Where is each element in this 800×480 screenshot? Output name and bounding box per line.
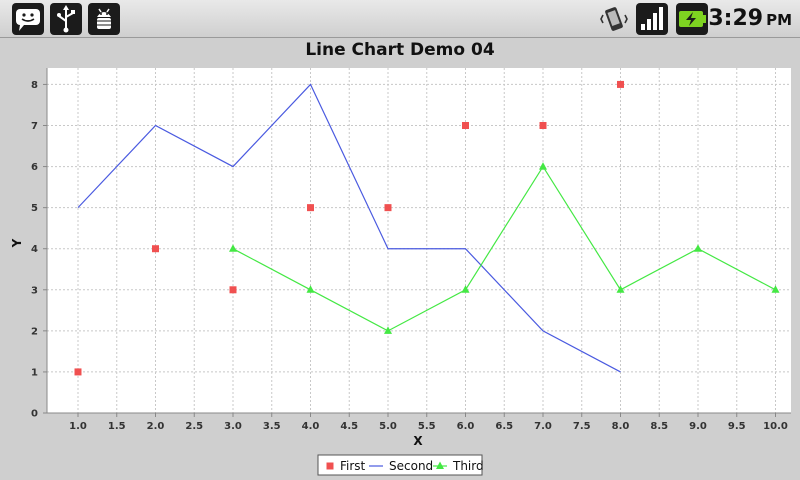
android-debug-glyph [97, 8, 111, 29]
x-tick-label: 8.0 [612, 421, 630, 432]
signal-icon [636, 3, 668, 35]
chart-panel: 1.0 1.5 2.0 2.5 3.0 3.5 4.0 4.5 5.0 5.5 6.0 6.5 7.0 7… [0, 38, 800, 480]
y-tick-label: 4 [31, 244, 38, 255]
data-point [306, 285, 315, 293]
x-tick-label: 9.0 [689, 421, 707, 432]
clock-time: 3:29 [708, 6, 764, 31]
chat-notification-icon[interactable] [12, 3, 44, 35]
x-tick-label: 1.5 [108, 421, 126, 432]
battery-charging-icon [676, 3, 708, 35]
status-bar: 3:29 PM [0, 0, 800, 38]
usb-glyph [57, 5, 75, 33]
data-point [462, 122, 469, 129]
plot-background [47, 68, 791, 413]
vibrate-glyph [600, 7, 628, 31]
legend-label: First [340, 459, 366, 473]
line-chart: 1.0 1.5 2.0 2.5 3.0 3.5 4.0 4.5 5.0 5.5 6.0 6.5 7.0 7… [10, 40, 791, 476]
legend-item-second: Second [369, 459, 433, 473]
legend: First Second Third [317, 454, 484, 476]
x-tick-label: 10.0 [763, 421, 788, 432]
y-tick-label: 2 [31, 326, 38, 337]
clock-ampm: PM [766, 11, 792, 29]
x-tick-label: 1.0 [69, 421, 87, 432]
series-line [77, 83, 621, 373]
x-tick-label: 6.0 [457, 421, 475, 432]
legend-label: Second [389, 459, 433, 473]
grid-lines [47, 68, 791, 414]
signal-glyph [641, 7, 663, 30]
x-tick-label: 5.5 [418, 421, 436, 432]
data-point [617, 80, 624, 88]
y-tick-label: 8 [31, 80, 38, 91]
usb-icon[interactable] [50, 3, 82, 35]
y-tick-label: 0 [31, 409, 38, 420]
legend-item-first: First [326, 459, 366, 473]
x-tick-label: 6.5 [495, 421, 513, 432]
data-point [694, 244, 702, 252]
data-point [384, 326, 392, 334]
series-line [232, 165, 776, 332]
y-tick-label: 7 [31, 121, 38, 132]
legend-label: Third [452, 459, 484, 473]
x-tick-label: 7.0 [534, 421, 552, 432]
battery-glyph [679, 11, 706, 27]
chart-title: Line Chart Demo 04 [305, 40, 494, 60]
x-tick-label: 3.5 [263, 421, 281, 432]
y-tick-label: 6 [31, 162, 38, 173]
x-tick-label: 2.5 [185, 421, 203, 432]
axes: 1.0 1.5 2.0 2.5 3.0 3.5 4.0 4.5 5.0 5.5 6.0 6.5 7.0 7… [31, 68, 791, 432]
data-point [616, 285, 625, 293]
y-tick-label: 3 [31, 285, 38, 296]
y-axis-label: Y [10, 238, 24, 248]
data-point [539, 162, 547, 170]
data-point [384, 204, 392, 212]
legend-item-third: Third [433, 459, 484, 473]
x-tick-label: 4.0 [302, 421, 320, 432]
series-third [229, 162, 780, 334]
data-point [539, 122, 547, 129]
legend-box [317, 454, 483, 476]
data-point [152, 245, 159, 253]
x-tick-label: 5.0 [379, 421, 397, 432]
series-first [74, 80, 624, 376]
x-tick-label: 7.5 [573, 421, 591, 432]
data-point [229, 244, 237, 252]
vibrate-icon [598, 3, 630, 35]
data-point [771, 285, 780, 293]
series-layer [74, 80, 780, 376]
data-point [307, 204, 314, 212]
data-point [461, 285, 470, 293]
x-tick-label: 2.0 [147, 421, 165, 432]
status-clock: 3:29 PM [708, 4, 792, 34]
legend-marker [436, 461, 444, 469]
data-point [229, 286, 237, 294]
y-tick-label: 5 [31, 203, 38, 214]
chat-notification-glyph [16, 9, 40, 31]
legend-marker [326, 462, 334, 470]
x-tick-label: 3.0 [224, 421, 242, 432]
x-axis-label: X [413, 434, 423, 448]
y-tick-label: 1 [31, 367, 38, 378]
x-tick-label: 8.5 [650, 421, 668, 432]
android-debug-icon[interactable] [88, 3, 120, 35]
x-tick-label: 9.5 [728, 421, 746, 432]
data-point [74, 368, 82, 376]
series-second [77, 83, 621, 373]
x-tick-label: 4.5 [340, 421, 358, 432]
